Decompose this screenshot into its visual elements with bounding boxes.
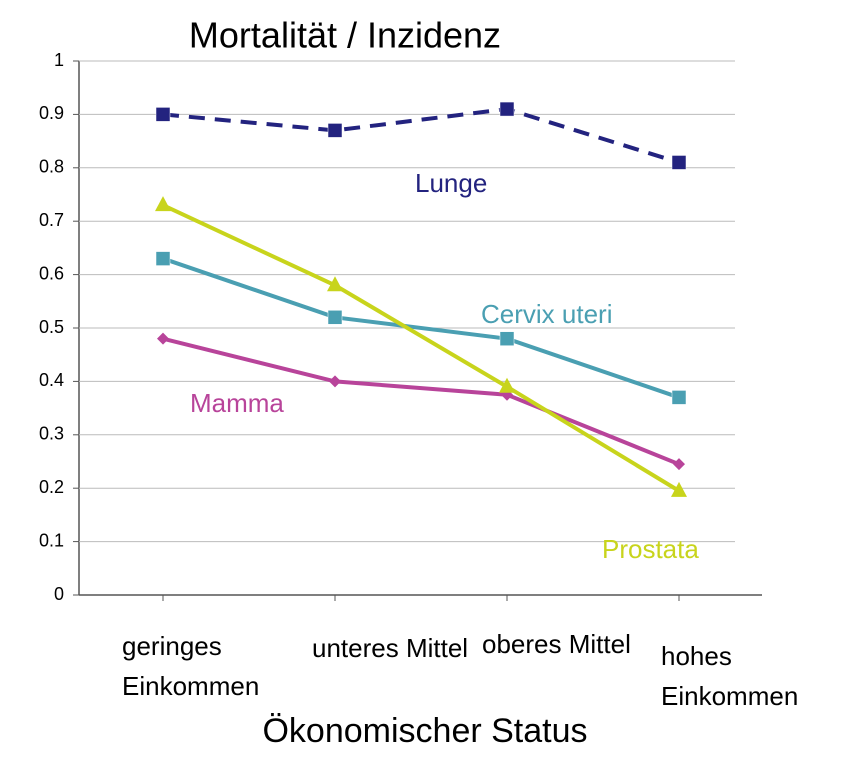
y-tick-label: 0.8: [39, 157, 64, 177]
marker: [671, 481, 687, 497]
y-tick-label: 0.2: [39, 477, 64, 497]
series-label: Mamma: [190, 388, 284, 418]
x-tick-label: unteres Mittel: [312, 633, 469, 663]
y-tick-label: 0.7: [39, 210, 64, 230]
marker: [155, 107, 171, 122]
series-line: [162, 107, 680, 165]
y-tick-label: 0.3: [39, 424, 64, 444]
x-tick-label: hohes Einkommen: [661, 641, 799, 711]
y-tick-label: 1: [54, 50, 64, 70]
series-line: [162, 256, 680, 400]
y-tick-label: 0.6: [39, 263, 64, 283]
chart-title: Mortalität / Inzidenz: [189, 15, 501, 56]
series-label: Prostata: [602, 534, 699, 564]
y-tick-label: 0: [54, 584, 64, 604]
marker: [327, 310, 343, 325]
x-tick-label: oberes Mittel: [482, 629, 631, 659]
series-label: Cervix uteri: [481, 299, 612, 329]
marker: [155, 251, 171, 266]
x-tick-label: geringes Einkommen: [122, 631, 260, 701]
marker: [499, 377, 515, 393]
series-line: [162, 336, 680, 467]
marker: [671, 155, 687, 170]
y-tick-label: 0.1: [39, 530, 64, 550]
marker: [673, 458, 685, 471]
y-tick-label: 0.9: [39, 103, 64, 123]
x-axis-label: Ökonomischer Status: [262, 712, 587, 750]
marker: [499, 331, 515, 346]
y-tick-label: 0.4: [39, 370, 64, 390]
marker: [327, 123, 343, 138]
marker: [329, 375, 341, 388]
series-line: [162, 203, 681, 493]
marker: [499, 101, 515, 117]
marker: [671, 390, 687, 405]
y-tick-label: 0.5: [39, 317, 64, 337]
marker: [157, 332, 169, 345]
marker: [327, 276, 343, 292]
marker: [155, 196, 171, 212]
series-label: Lunge: [415, 168, 487, 198]
